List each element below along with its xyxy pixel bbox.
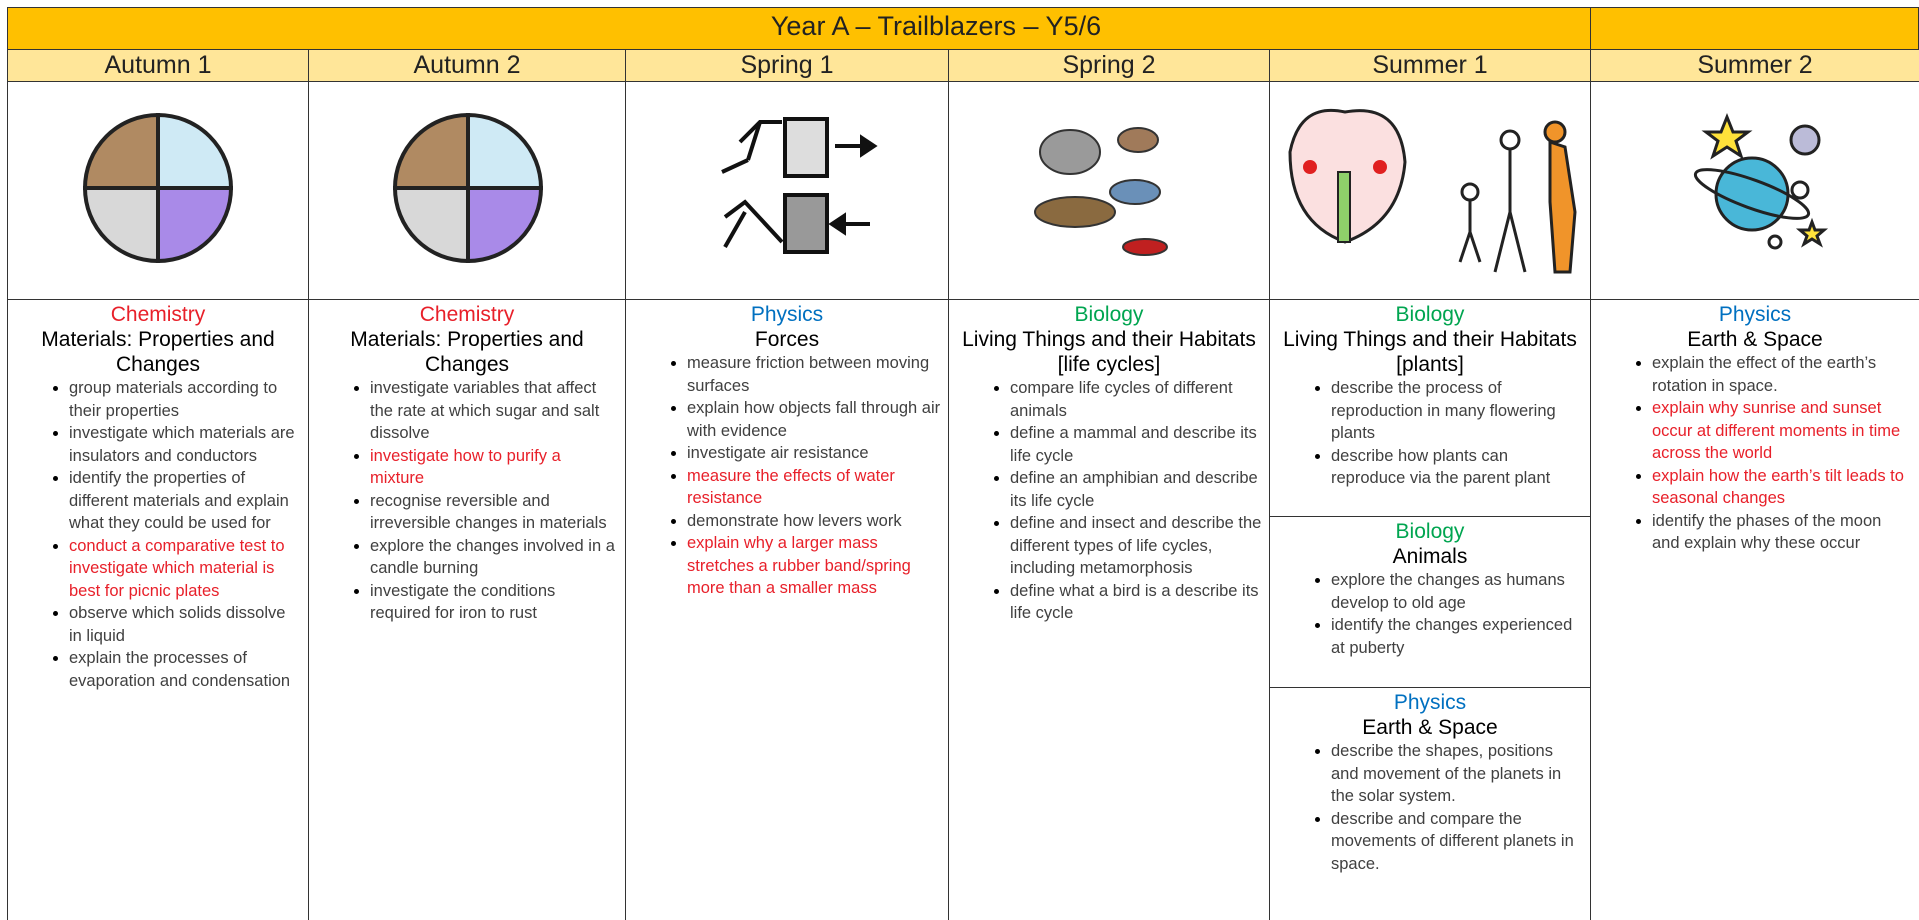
objectives: group materials according to their prope… [15, 377, 301, 692]
objective: explain how objects fall through air wit… [687, 397, 941, 442]
subject: Physics [1718, 303, 1792, 326]
objective: explain why a larger mass stretches a ru… [687, 532, 941, 600]
term-header: Spring 1 [625, 49, 949, 82]
objective: investigate which materials are insulato… [69, 422, 301, 467]
objective: observe which solids dissolve in liquid [69, 602, 301, 647]
objectives: describe the process of reproduction in … [1277, 377, 1583, 490]
objective: explore the changes involved in a candle… [370, 535, 618, 580]
objectives: explore the changes as humans develop to… [1277, 569, 1583, 659]
subject: Physics [750, 303, 824, 326]
term-header: Spring 2 [948, 49, 1270, 82]
topic: Earth & Space [1687, 328, 1823, 351]
objective: identify the phases of the moon and expl… [1652, 510, 1912, 555]
title-bar [7, 7, 1591, 50]
objective: explain why sunrise and sunset occur at … [1652, 397, 1912, 465]
column-line [625, 82, 626, 920]
materials-icon [392, 112, 544, 264]
subject-cell: Chemistry Materials: Properties and Chang… [308, 300, 626, 625]
objective: describe the shapes, positions and movem… [1331, 740, 1583, 808]
subject: Biology [1395, 303, 1465, 326]
subject: Chemistry [110, 303, 206, 326]
subject: Chemistry [419, 303, 515, 326]
objective: investigate how to purify a mixture [370, 445, 618, 490]
term-header: Summer 1 [1269, 49, 1591, 82]
objective: explore the changes as humans develop to… [1331, 569, 1583, 614]
topic: Materials: Properties and Changes [350, 328, 584, 376]
term-header: Autumn 2 [308, 49, 626, 82]
image-row [82, 108, 1829, 274]
objective: define an amphibian and describe its lif… [1010, 467, 1262, 512]
objective: investigate air resistance [687, 442, 941, 465]
topic: Materials: Properties and Changes [41, 328, 275, 376]
objective: define what a bird is a describe its lif… [1010, 580, 1262, 625]
forces-icon [721, 117, 878, 254]
title-bar-end [1590, 7, 1919, 50]
column-line [308, 82, 309, 920]
subject-cell: BiologyAnimalsexplore the changes as hum… [1269, 517, 1591, 659]
objective: measure the effects of water resistance [687, 465, 941, 510]
topic: Living Things and their Habitats [life c… [962, 328, 1256, 376]
objective: describe the process of reproduction in … [1331, 377, 1583, 445]
space-icon [1693, 112, 1829, 250]
objectives: explain the effect of the earth’s rotati… [1598, 352, 1912, 555]
objective: measure friction between moving surfaces [687, 352, 941, 397]
objective: demonstrate how levers work [687, 510, 941, 533]
objective: explain the effect of the earth’s rotati… [1652, 352, 1912, 397]
objectives: describe the shapes, positions and movem… [1277, 740, 1583, 875]
objective: conduct a comparative test to investigat… [69, 535, 301, 603]
materials-icon [82, 112, 234, 264]
subject-cell: PhysicsForcesmeasure friction between mo… [625, 300, 949, 600]
objectives: measure friction between moving surfaces… [633, 352, 941, 600]
term-header: Autumn 1 [7, 49, 309, 82]
objective: compare life cycles of different animals [1010, 377, 1262, 422]
topic: Earth & Space [1362, 716, 1498, 739]
objectives: investigate variables that affect the ra… [316, 377, 618, 625]
column-line [1269, 82, 1270, 920]
section-line [1269, 516, 1590, 517]
subject: Biology [1395, 520, 1465, 543]
column-line [7, 82, 8, 920]
objectives: compare life cycles of different animals… [956, 377, 1262, 625]
topic: Forces [754, 328, 820, 351]
objective: identify the changes experienced at pube… [1331, 614, 1583, 659]
column-line [1590, 82, 1591, 920]
row-line [7, 299, 1919, 300]
objective: recognise reversible and irreversible ch… [370, 490, 618, 535]
subject: Physics [1393, 691, 1467, 714]
objective: investigate variables that affect the ra… [370, 377, 618, 445]
column-line [948, 82, 949, 920]
objective: describe how plants can reproduce via th… [1331, 445, 1583, 490]
objective: explain how the earth’s tilt leads to se… [1652, 465, 1912, 510]
animals-icon [1034, 127, 1168, 256]
plants-people-icon [1288, 108, 1577, 274]
page-title: Year A – Trailblazers – Y5/6 [770, 11, 1102, 41]
objective: group materials according to their prope… [69, 377, 301, 422]
subject: Biology [1074, 303, 1144, 326]
section-line [1269, 687, 1590, 688]
objective: define a mammal and describe its life cy… [1010, 422, 1262, 467]
objective: explain the processes of evaporation and… [69, 647, 301, 692]
subject-cell: Biology Living Things and their Habitats … [948, 300, 1270, 625]
topic: Animals [1392, 545, 1468, 568]
objective: identify the properties of different mat… [69, 467, 301, 535]
subject-cell: Biology Living Things and their Habitats … [1269, 300, 1591, 490]
term-header: Summer 2 [1590, 49, 1919, 82]
topic: Living Things and their Habitats [plants… [1283, 328, 1577, 376]
objective: investigate the conditions required for … [370, 580, 618, 625]
objective: define and insect and describe the diffe… [1010, 512, 1262, 580]
objective: describe and compare the movements of di… [1331, 808, 1583, 876]
subject-cell: Chemistry Materials: Properties and Chang… [7, 300, 309, 692]
